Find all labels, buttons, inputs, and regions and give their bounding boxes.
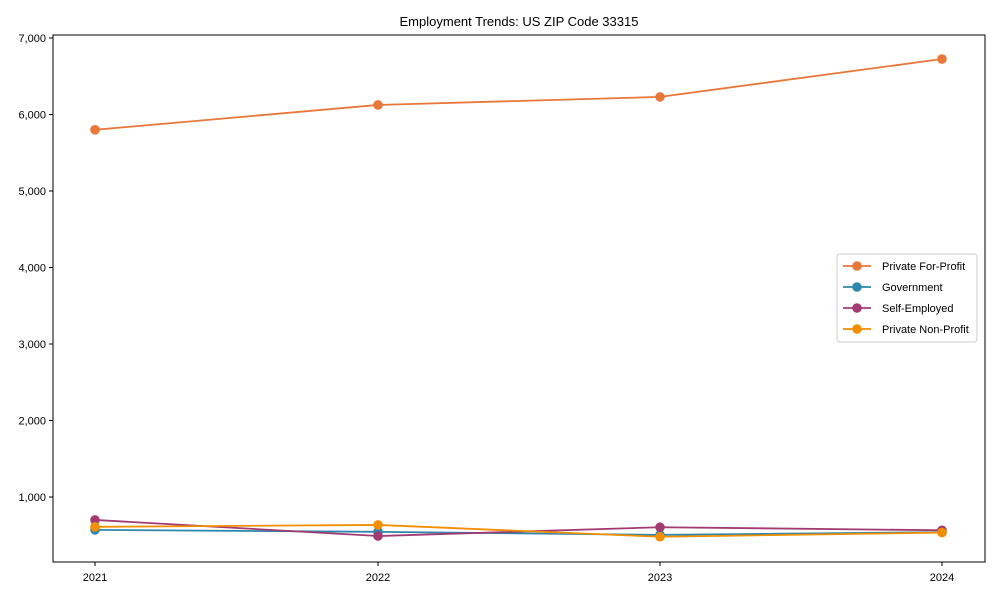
chart-title: Employment Trends: US ZIP Code 33315 (400, 14, 639, 29)
data-point (90, 125, 100, 135)
data-point (90, 515, 100, 525)
data-point (937, 54, 947, 64)
data-point (655, 531, 665, 542)
data-point (655, 92, 665, 102)
legend-item: Government (843, 282, 943, 294)
x-tick-label: 2022 (366, 572, 390, 584)
data-point (373, 520, 383, 530)
y-tick-label: 5,000 (18, 186, 46, 198)
y-axis: 1,000 2,000 3,000 4,000 5,000 6,000 7,000 (18, 33, 53, 504)
y-tick-label: 4,000 (18, 263, 46, 275)
x-tick-label: 2021 (83, 572, 107, 584)
series-self-employed (90, 515, 947, 541)
data-point (373, 100, 383, 110)
data-point (937, 527, 947, 538)
y-tick-label: 3,000 (18, 339, 46, 351)
legend-item: Private Non-Profit (843, 324, 969, 336)
legend-label: Private For-Profit (882, 261, 965, 273)
series-private-non-profit (90, 520, 947, 542)
x-tick-label: 2024 (930, 572, 954, 584)
data-point (655, 522, 665, 533)
legend-label: Government (882, 282, 943, 294)
x-axis: 2021 2022 2023 2024 (83, 562, 954, 584)
legend-item: Self-Employed (843, 303, 954, 315)
series-private-for-profit (90, 54, 947, 135)
y-tick-label: 2,000 (18, 416, 46, 428)
legend: Private For-Profit Government Self-Employe… (836, 253, 978, 343)
y-tick-label: 6,000 (18, 110, 46, 122)
data-point (90, 522, 100, 532)
y-tick-label: 1,000 (18, 492, 46, 504)
data-point (373, 531, 383, 541)
legend-item: Private For-Profit (843, 261, 965, 273)
plot-area (52, 34, 986, 563)
legend-label: Private Non-Profit (882, 324, 969, 336)
legend-label: Self-Employed (882, 303, 954, 315)
y-tick-label: 7,000 (18, 33, 46, 45)
x-tick-label: 2023 (648, 572, 672, 584)
series-lines (90, 54, 947, 542)
